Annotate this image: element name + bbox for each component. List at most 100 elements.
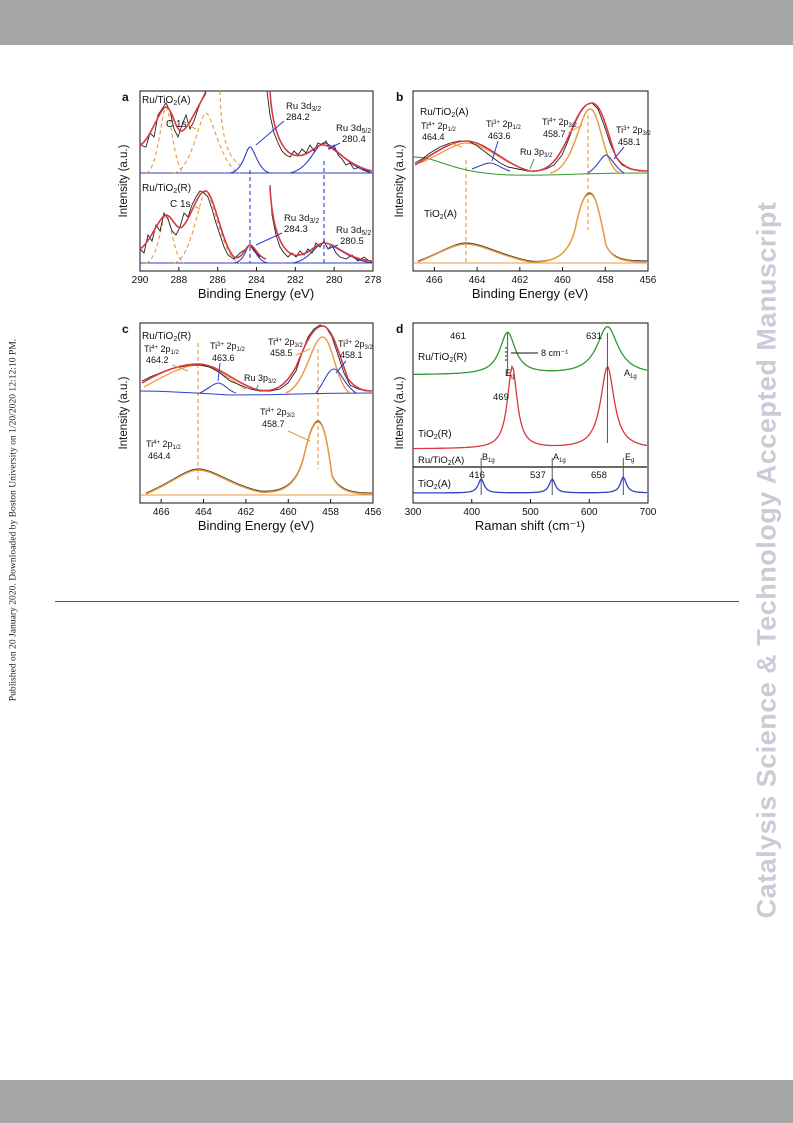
panel-b-ti4-p12-value: 464.4 bbox=[422, 132, 445, 142]
x-tick-label: 466 bbox=[426, 275, 443, 286]
panel-b-ru3p-arrow bbox=[529, 158, 535, 170]
panel-d-mode-a1g: A1g bbox=[624, 368, 637, 380]
panel-a-lower-c1s-arrow bbox=[191, 204, 201, 210]
panel-d-peak-631: 631 bbox=[586, 331, 602, 342]
panel-d-tio2-r-label: TiO2(R) bbox=[418, 429, 452, 441]
panel-a-upper-ru-284 bbox=[229, 146, 271, 174]
x-tick-label: 462 bbox=[511, 275, 528, 286]
panel-a-xlabel: Binding Energy (eV) bbox=[198, 286, 314, 301]
panel-c-upper-sample-label: Ru/TiO2(R) bbox=[142, 331, 191, 343]
panel-c-ti4-p12-arrow bbox=[171, 364, 189, 372]
panel-d-mode-b1g: B1g bbox=[482, 452, 495, 464]
panel-a-upper-c1s-2 bbox=[173, 112, 241, 174]
panel-b-ti3-p32-value: 458.1 bbox=[618, 137, 641, 147]
panel-c-ru3p-arrow bbox=[255, 384, 259, 392]
panel-b-ti3-p32-arrow bbox=[613, 146, 625, 160]
panel-b-ticks: 466 464 462 460 458 456 bbox=[426, 267, 657, 286]
x-tick-label: 286 bbox=[209, 275, 226, 286]
panel-b-ti4-p12-arrow bbox=[449, 142, 463, 148]
panel-a-lower: Ru/TiO2(R) C 1s Ru 3d3/2 284.3 Ru 3d5/2 … bbox=[139, 183, 373, 264]
panel-b-upper-ti3-p12 bbox=[471, 162, 511, 172]
panel-b-upper-ti3-p32 bbox=[587, 154, 625, 174]
x-tick-label: 460 bbox=[280, 507, 297, 518]
panel-c-ti3-p12-arrow bbox=[217, 362, 221, 382]
panel-b-ru3p-label: Ru 3p3/2 bbox=[520, 147, 553, 159]
panel-c-upper-fit bbox=[141, 325, 373, 392]
x-tick-label: 462 bbox=[238, 507, 255, 518]
x-tick-label: 466 bbox=[153, 507, 170, 518]
raman-series-line bbox=[413, 475, 647, 494]
figure: a Intensity (a.u.) Binding Energy (eV) 2… bbox=[110, 85, 670, 552]
panel-d-ticks: 300 400 500 600 700 bbox=[405, 499, 657, 518]
panel-d-tio2-a-label: TiO2(A) bbox=[418, 479, 451, 491]
panel-b-ti3-p12-label: Ti3+ 2p1/2 bbox=[486, 119, 522, 131]
panel-d-mode-a1g-anatase: A1g bbox=[553, 452, 566, 464]
panel-d-peak-461: 461 bbox=[450, 331, 466, 342]
panel-c-ti3-p12-label: Ti3+ 2p1/2 bbox=[210, 341, 246, 353]
panel-c-ti4-p12-value: 464.2 bbox=[146, 355, 169, 365]
panel-a-lower-ru3d52-arrow bbox=[327, 244, 339, 250]
panel-a-upper-sample-label: Ru/TiO2(A) bbox=[142, 95, 191, 107]
panel-a: a Intensity (a.u.) Binding Energy (eV) 2… bbox=[118, 90, 382, 301]
panel-d-curves bbox=[413, 326, 648, 495]
panel-d-ru-tio2-r-label: Ru/TiO2(R) bbox=[418, 352, 467, 364]
panel-a-lower-fit-left bbox=[139, 190, 267, 260]
panel-b-xlabel: Binding Energy (eV) bbox=[472, 286, 588, 301]
panel-a-lower-c1s-1 bbox=[145, 214, 185, 264]
panel-c-lower-ti4-p12-label: Ti4+ 2p1/2 bbox=[146, 439, 182, 451]
panel-a-lower-ru3d32-arrow bbox=[255, 232, 283, 246]
panel-a-upper-ru3d32-arrow bbox=[255, 120, 285, 146]
panel-b-lower-sample-label: TiO2(A) bbox=[424, 209, 457, 221]
panel-b-ti4-p32-label: Ti4+ 2p3/2 bbox=[542, 117, 578, 129]
panel-c-ti4-p32-arrow bbox=[295, 348, 311, 356]
x-tick-label: 700 bbox=[640, 507, 657, 518]
panel-a-letter: a bbox=[122, 90, 129, 104]
raman-series-line bbox=[413, 364, 648, 450]
panel-a-lower-sample-label: Ru/TiO2(R) bbox=[142, 183, 191, 195]
x-tick-label: 280 bbox=[326, 275, 343, 286]
x-tick-label: 458 bbox=[322, 507, 339, 518]
panel-b-ti4-p32-arrow bbox=[567, 124, 583, 134]
panel-c-letter: c bbox=[122, 322, 129, 336]
panel-c-upper-baseline bbox=[139, 390, 373, 396]
panel-a-upper: Ru/TiO2(A) C 1s Ru 3d3/2 284.2 Ru 3d5/2 … bbox=[139, 90, 373, 174]
panel-a-upper-c1s-label: C 1s bbox=[166, 119, 187, 130]
panel-b-ti3-p32-label: Ti3+ 2p3/2 bbox=[616, 125, 652, 137]
panel-c-lower-fit bbox=[145, 421, 373, 495]
panel-b-upper-ti4-p12 bbox=[419, 142, 511, 164]
panel-d-letter: d bbox=[396, 322, 403, 336]
panel-c-ti4-p32-value: 458.5 bbox=[270, 348, 293, 358]
panel-c-lower-ti4-p32-arrow bbox=[287, 430, 311, 442]
x-tick-label: 456 bbox=[640, 275, 657, 286]
panel-c-ti3-p32-arrow bbox=[335, 360, 347, 374]
panel-a-lower-ru3d52-value: 280.5 bbox=[340, 236, 364, 247]
panel-b-ylabel: Intensity (a.u.) bbox=[394, 144, 406, 217]
x-tick-label: 282 bbox=[287, 275, 304, 286]
panel-d-ru-tio2-a-label: Ru/TiO2(A) bbox=[418, 455, 464, 467]
journal-watermark: Catalysis Science & Technology Accepted … bbox=[751, 201, 782, 919]
panel-a-upper-c1s-arrow bbox=[187, 124, 197, 130]
top-band bbox=[0, 0, 793, 45]
panel-a-upper-ru3d52-value: 280.4 bbox=[342, 134, 366, 145]
panel-c-ylabel: Intensity (a.u.) bbox=[118, 376, 130, 449]
panel-d-ylabel: Intensity (a.u.) bbox=[394, 376, 406, 449]
panel-d-peak-469: 469 bbox=[493, 392, 509, 403]
x-tick-label: 460 bbox=[554, 275, 571, 286]
panel-b-upper-ti4-p32 bbox=[549, 108, 621, 174]
panel-b-lower-fit bbox=[417, 193, 649, 263]
x-tick-label: 288 bbox=[170, 275, 187, 286]
x-tick-label: 600 bbox=[581, 507, 598, 518]
panel-a-lower-fit-right bbox=[269, 186, 373, 262]
panel-d-peak-537: 537 bbox=[530, 470, 546, 481]
panel-a-ticks: 290 288 286 284 282 280 278 bbox=[132, 267, 382, 286]
x-tick-label: 290 bbox=[132, 275, 149, 286]
panel-c-ticks: 466 464 462 460 458 456 bbox=[153, 499, 382, 518]
panel-c-lower-ti4-p32-value: 458.7 bbox=[262, 419, 285, 429]
panel-c-ti3-p12-value: 463.6 bbox=[212, 353, 235, 363]
panel-d-xlabel: Raman shift (cm⁻¹) bbox=[475, 518, 585, 533]
panel-b-lower-raw bbox=[417, 192, 649, 262]
panel-c-upper-ti3-p12 bbox=[199, 382, 237, 394]
raman-series-line bbox=[413, 326, 648, 376]
panel-c-upper-ti4-p32 bbox=[285, 336, 351, 394]
download-stamp: Published on 20 January 2020. Downloaded… bbox=[7, 338, 19, 702]
